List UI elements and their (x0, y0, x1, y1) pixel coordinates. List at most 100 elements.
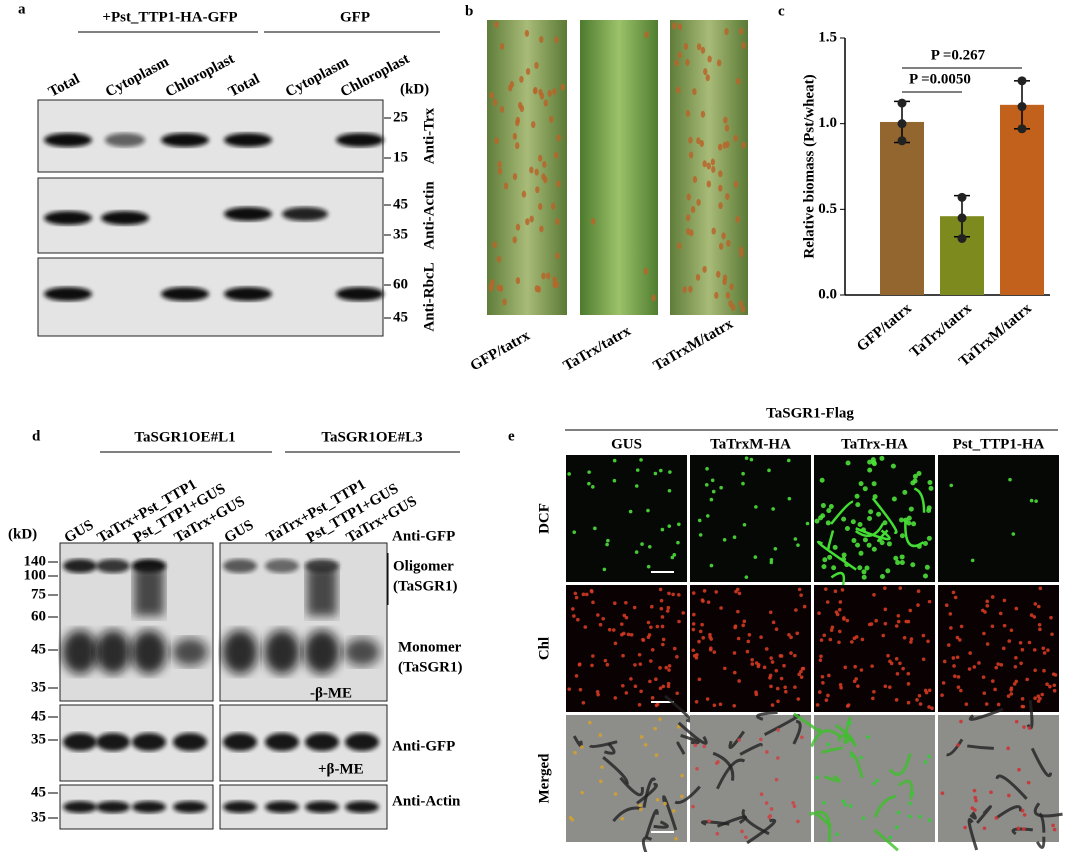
pustule (685, 214, 691, 222)
dot (875, 778, 880, 783)
pustule (529, 166, 534, 174)
dot (709, 497, 714, 502)
marker-label: 140 (24, 553, 47, 569)
dot (587, 470, 591, 474)
pustule (489, 91, 494, 99)
panel-letter: b (465, 3, 473, 19)
lane-label: Cytoplasm (103, 54, 172, 101)
antibody-label: Anti-RbcL (421, 262, 437, 331)
cell-outline (700, 820, 730, 826)
pustule (515, 277, 521, 285)
dot (955, 655, 960, 660)
dot (643, 742, 648, 747)
marker-label: 100 (24, 567, 47, 583)
dot (874, 618, 878, 623)
annotation: P =0.267 (931, 47, 986, 63)
dot (773, 546, 778, 551)
dot (852, 679, 857, 684)
dot (896, 614, 901, 618)
pustule (529, 215, 534, 223)
dot (867, 459, 873, 465)
dot (985, 604, 990, 608)
dot (779, 676, 784, 681)
pustule (493, 98, 498, 106)
dot (697, 639, 701, 644)
dot (998, 611, 1003, 616)
dot (641, 637, 645, 642)
dot (648, 679, 652, 684)
dot (749, 457, 754, 462)
band (63, 559, 97, 573)
pustule (738, 246, 744, 254)
dot (695, 766, 699, 771)
pustule (705, 74, 710, 82)
dot (746, 639, 751, 644)
cell-outline (662, 795, 678, 831)
dot (675, 654, 679, 659)
pustule (496, 255, 502, 263)
dot (1025, 677, 1029, 682)
pustule (538, 88, 543, 96)
dot (719, 606, 723, 610)
dot (694, 699, 699, 704)
dot (704, 483, 709, 487)
dot (1022, 725, 1026, 729)
dot (675, 691, 679, 696)
dot (844, 525, 850, 531)
dot (904, 619, 908, 624)
pustule (499, 42, 505, 50)
dot (906, 700, 911, 705)
dot (941, 681, 946, 685)
dot (658, 686, 663, 691)
dot (802, 604, 807, 609)
dot (1033, 668, 1037, 673)
dot (660, 615, 665, 619)
dot (655, 624, 660, 629)
dot (677, 619, 681, 624)
dot (635, 468, 640, 472)
dot (668, 470, 672, 474)
dot (634, 550, 639, 554)
dot (1009, 688, 1013, 692)
pustule (525, 218, 530, 226)
dot (1002, 598, 1007, 603)
pustule (723, 116, 728, 124)
dot (591, 654, 595, 658)
dot (973, 808, 977, 812)
dot (568, 816, 573, 820)
pustule (735, 215, 740, 223)
dot (629, 677, 633, 681)
pustule (541, 272, 546, 280)
dot (792, 804, 797, 808)
dot (815, 775, 819, 780)
cell-outline (677, 721, 708, 745)
dot (828, 503, 834, 509)
pustule (492, 241, 497, 249)
dot (855, 502, 861, 508)
cell-outline (680, 734, 700, 745)
data-point (1017, 124, 1027, 134)
dot (681, 611, 686, 615)
cell-outline (830, 500, 854, 525)
dot (927, 754, 931, 759)
dot (667, 524, 672, 528)
dot (590, 663, 594, 668)
cell-outline (644, 809, 659, 838)
cell-outline (995, 774, 1028, 800)
dot (982, 631, 986, 636)
blot-label: -β-ME (310, 685, 352, 701)
pustule (725, 291, 731, 299)
dot (666, 605, 671, 610)
dot (639, 689, 643, 694)
dot (700, 622, 704, 627)
dot (571, 607, 575, 611)
dot (970, 558, 975, 563)
pustule (733, 180, 739, 188)
dot (759, 792, 764, 797)
cell-outline (1038, 812, 1046, 833)
dot (601, 617, 605, 621)
pustule (674, 59, 679, 67)
dot (581, 592, 586, 597)
dot (784, 689, 788, 694)
